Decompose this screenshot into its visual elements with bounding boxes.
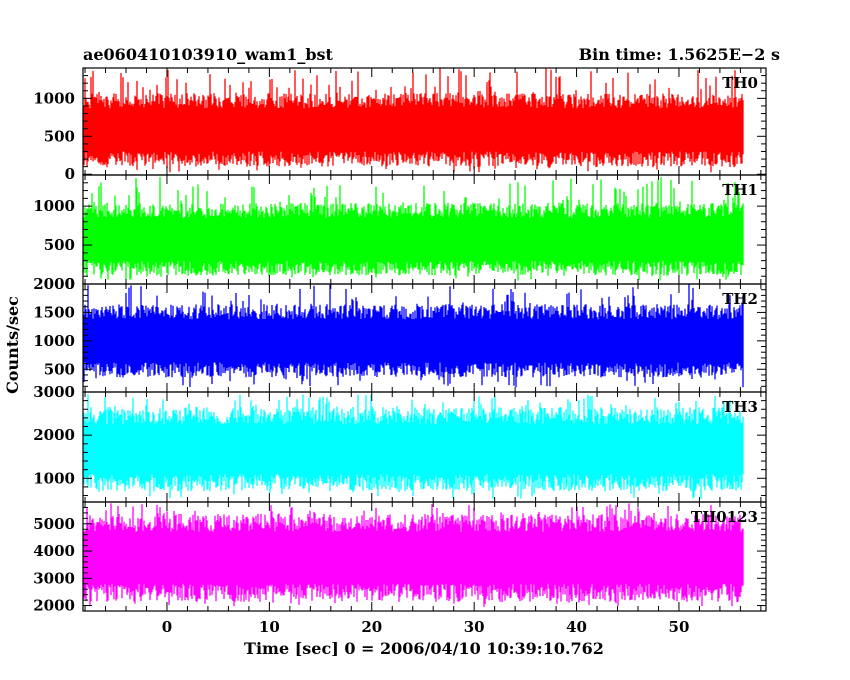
y-axis-title: Counts/sec <box>3 296 22 394</box>
series-label-th0123: TH0123 <box>691 508 758 526</box>
y-tick-label: 0 <box>65 275 75 293</box>
y-tick-label: 500 <box>44 360 75 378</box>
x-tick-label: 50 <box>669 618 690 636</box>
y-tick-label: 500 <box>44 236 75 254</box>
y-ticks <box>83 67 766 175</box>
series-label-th1: TH1 <box>722 181 758 199</box>
y-tick-label: 3000 <box>33 569 75 587</box>
y-ticks <box>83 174 766 285</box>
y-tick-label: 2000 <box>33 426 75 444</box>
y-tick-label: 1000 <box>33 469 75 487</box>
series-trace-th0123 <box>83 503 744 607</box>
series-label-th0: TH0 <box>722 74 758 92</box>
panels: 0 500 1000 TH0 0 500 1000 TH1 500 1000 1500 2000 TH2… <box>33 67 767 615</box>
x-tick-label: 40 <box>566 618 587 636</box>
y-tick-label: 1000 <box>33 332 75 350</box>
panel-th1: 0 500 1000 TH1 <box>33 174 767 293</box>
y-tick-label: 2000 <box>33 597 75 615</box>
y-tick-label: 0 <box>65 165 75 183</box>
x-axis-title: Time [sec] 0 = 2006/04/10 10:39:10.762 <box>244 639 604 658</box>
y-ticks <box>83 391 766 502</box>
y-ticks <box>83 501 766 612</box>
series-trace-th0 <box>83 68 744 173</box>
y-tick-label: 1500 <box>33 303 75 321</box>
panel-th3: 1000 2000 3000 TH3 <box>33 383 767 503</box>
x-tick-label: 30 <box>464 618 485 636</box>
x-tick-label: 20 <box>361 618 382 636</box>
y-tick-label: 3000 <box>33 383 75 401</box>
chart-title-right: Bin time: 1.5625E−2 s <box>579 45 780 64</box>
panel-th0: 0 500 1000 TH0 <box>33 67 767 183</box>
y-tick-label: 4000 <box>33 542 75 560</box>
y-tick-label: 2000 <box>33 275 75 293</box>
panel-th0123: 2000 3000 4000 5000 TH0123 <box>33 501 767 615</box>
x-axis: 0 10 20 30 40 50 <box>162 618 690 636</box>
series-trace-th1 <box>83 176 744 281</box>
series-trace-th2 <box>83 284 744 388</box>
y-tick-label: 500 <box>44 127 75 145</box>
y-tick-label: 5000 <box>33 515 75 533</box>
panel-th2: 500 1000 1500 2000 TH2 <box>33 275 767 393</box>
y-ticks <box>83 283 766 393</box>
series-label-th2: TH2 <box>722 290 758 308</box>
x-tick-label: 10 <box>259 618 280 636</box>
series-trace-th3 <box>83 394 744 499</box>
y-tick-label: 1000 <box>33 89 75 107</box>
y-tick-label: 1000 <box>33 197 75 215</box>
series-label-th3: TH3 <box>722 398 758 416</box>
chart-title-left: ae060410103910_wam1_bst <box>83 45 334 64</box>
x-tick-label: 0 <box>162 618 172 636</box>
